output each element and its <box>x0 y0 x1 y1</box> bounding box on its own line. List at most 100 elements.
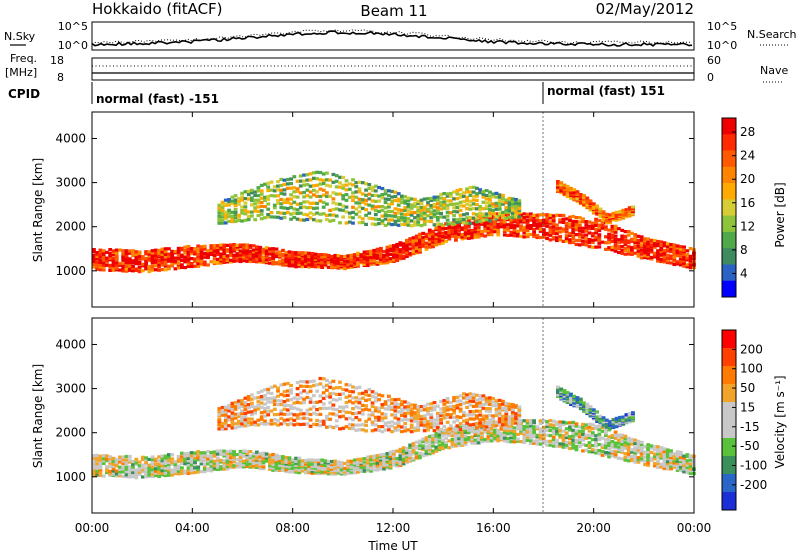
velocity-cell <box>463 440 468 444</box>
power-cell <box>475 212 479 217</box>
velocity-cell <box>127 468 132 472</box>
velocity-cell <box>269 396 274 400</box>
velocity-cell <box>298 416 303 420</box>
colorbar-swatch <box>722 248 736 265</box>
power-cell <box>617 227 621 231</box>
velocity-cell <box>499 426 504 430</box>
power-cell <box>613 240 618 244</box>
velocity-cell <box>230 417 235 421</box>
power-cell <box>250 188 254 192</box>
power-cell <box>220 218 225 222</box>
power-cell <box>98 268 103 272</box>
velocity-cell <box>480 440 484 444</box>
velocity-cell <box>298 401 303 405</box>
velocity-cell <box>325 383 329 387</box>
velocity-cell <box>470 437 475 441</box>
power-cell <box>250 198 254 203</box>
power-cell <box>220 215 225 219</box>
power-cell <box>623 246 628 250</box>
power-cell <box>665 242 670 246</box>
power-cell <box>575 200 580 204</box>
velocity-cell <box>646 446 651 450</box>
power-cell <box>403 222 408 227</box>
velocity-cell <box>475 426 479 430</box>
power-cell <box>243 205 248 209</box>
power-cell <box>605 218 609 222</box>
velocity-cell <box>574 445 579 449</box>
power-cell <box>594 223 598 228</box>
velocity-cell <box>529 430 533 434</box>
power-cell <box>223 198 228 202</box>
velocity-cell <box>170 470 175 474</box>
power-cell <box>341 204 346 208</box>
velocity-cell <box>312 394 316 398</box>
velocity-cell <box>486 427 491 431</box>
velocity-cell <box>176 457 181 461</box>
power-cell <box>468 221 473 225</box>
power-cell <box>354 185 359 189</box>
power-cell <box>240 191 244 195</box>
velocity-cell <box>95 462 100 466</box>
power-cell <box>551 235 556 239</box>
power-cell <box>255 253 259 257</box>
velocity-cell <box>347 394 352 398</box>
velocity-cell <box>279 402 284 407</box>
power-cell <box>150 261 155 265</box>
velocity-cell <box>545 425 550 429</box>
velocity-cell <box>370 429 375 433</box>
power-cell <box>229 245 233 250</box>
velocity-cell <box>522 424 527 429</box>
power-cell <box>481 214 486 218</box>
velocity-cell <box>212 452 217 456</box>
power-cell <box>111 268 116 272</box>
power-cell <box>238 257 243 261</box>
velocity-cell <box>675 457 680 461</box>
power-cell <box>242 251 246 255</box>
power-cell <box>649 238 654 242</box>
power-cell <box>462 213 466 217</box>
velocity-cell <box>263 414 267 418</box>
power-cell <box>134 259 139 264</box>
power-cell <box>682 264 686 268</box>
power-cell <box>519 220 523 224</box>
velocity-cell <box>98 468 103 472</box>
power-cell <box>532 229 536 234</box>
velocity-cell <box>515 427 520 431</box>
velocity-cell <box>209 464 214 468</box>
velocity-cell <box>277 456 282 460</box>
power-cell <box>227 211 231 215</box>
power-cell <box>439 204 443 208</box>
power-cell <box>227 208 231 212</box>
velocity-cell <box>333 466 338 470</box>
velocity-cell <box>507 404 512 408</box>
velocity-cell <box>255 453 259 457</box>
power-cell <box>334 179 339 183</box>
power-cell <box>147 264 152 269</box>
power-cell <box>230 214 235 218</box>
velocity-cell <box>328 392 333 396</box>
power-cell <box>669 257 673 261</box>
velocity-cell <box>639 446 644 451</box>
velocity-cell <box>246 417 251 421</box>
power-cell <box>289 217 293 221</box>
velocity-cell <box>613 436 618 440</box>
power-cell <box>574 216 579 220</box>
power-cell <box>124 269 129 273</box>
power-cell <box>636 246 641 250</box>
power-cell <box>157 260 161 264</box>
power-cell <box>481 200 486 204</box>
velocity-cell <box>532 432 536 436</box>
velocity-cell <box>150 457 155 461</box>
power-cell <box>98 253 103 257</box>
power-cell <box>230 220 235 224</box>
velocity-cell <box>357 392 362 396</box>
velocity-cell <box>457 437 461 441</box>
velocity-cell <box>522 427 527 431</box>
velocity-cell <box>488 407 492 411</box>
velocity-cell <box>403 405 408 409</box>
power-cell <box>157 259 161 263</box>
velocity-cell <box>163 456 168 460</box>
power-cell <box>387 222 391 226</box>
velocity-cell <box>633 454 638 458</box>
velocity-cell <box>271 463 276 467</box>
